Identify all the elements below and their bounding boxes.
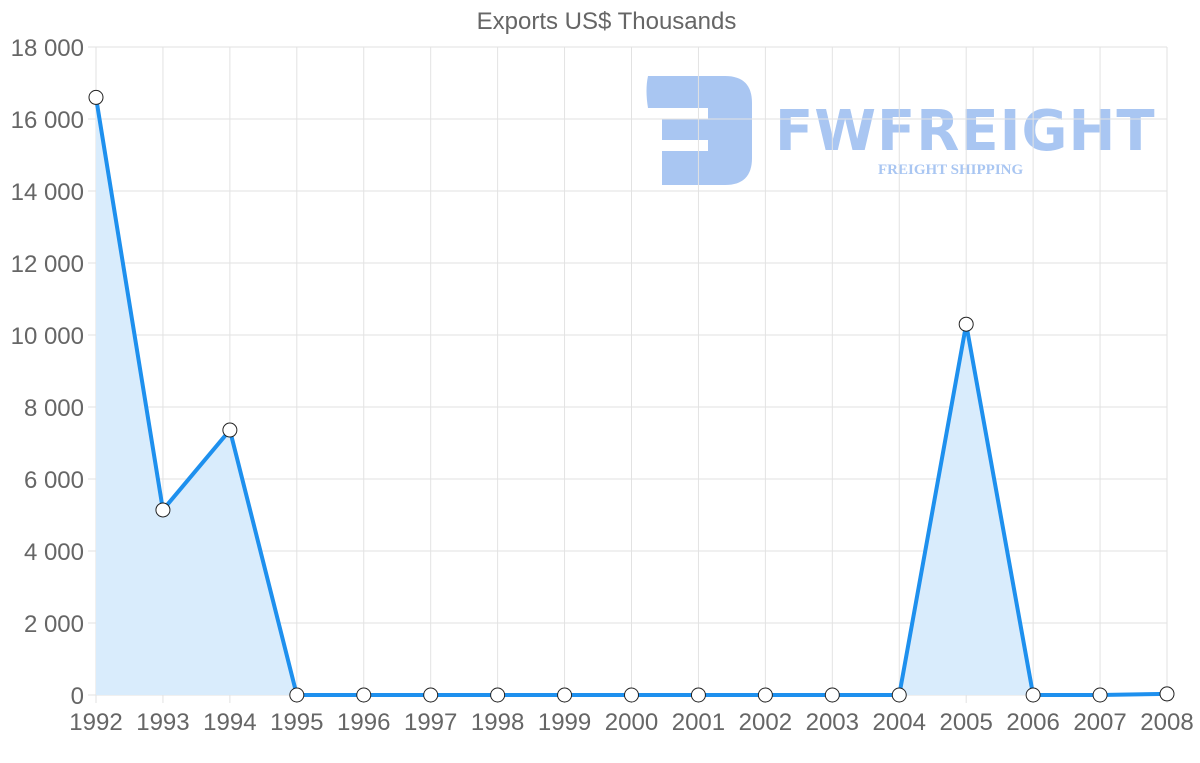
x-tick-label: 1996 (337, 709, 390, 736)
data-point-2005[interactable] (958, 316, 974, 332)
x-tick-label: 2003 (806, 709, 859, 736)
y-tick-label: 8 000 (24, 395, 84, 422)
x-tick-label: 2005 (939, 709, 992, 736)
data-point-1998[interactable] (490, 687, 506, 703)
x-tick-label: 1994 (203, 709, 256, 736)
y-axis: 0 2 000 4 000 6 000 8 000 10 000 12 000 14 000 1… (11, 35, 84, 710)
watermark-tagline: FREIGHT SHIPPING (878, 162, 1023, 178)
x-tick-label: 1998 (471, 709, 524, 736)
data-point-2006[interactable] (1025, 687, 1041, 703)
area-fill (96, 97, 1167, 695)
y-tick-label: 10 000 (11, 323, 84, 350)
x-tick-label: 2000 (605, 709, 658, 736)
y-tick-label: 16 000 (11, 107, 84, 134)
data-point-1995[interactable] (289, 687, 305, 703)
data-point-2007[interactable] (1092, 687, 1108, 703)
y-tick-label: 6 000 (24, 467, 84, 494)
data-point-2002[interactable] (757, 687, 773, 703)
data-point-2008[interactable] (1159, 686, 1175, 702)
y-tick-label: 14 000 (11, 179, 84, 206)
x-axis: 1992 1993 1994 1995 1996 1997 1998 1999 2000 2001… (69, 709, 1193, 736)
y-tick-label: 18 000 (11, 35, 84, 62)
data-point-2000[interactable] (624, 687, 639, 703)
data-point-2004[interactable] (891, 687, 907, 703)
data-point-1993[interactable] (155, 502, 171, 518)
x-tick-label: 2008 (1140, 709, 1193, 736)
x-tick-label: 1993 (136, 709, 189, 736)
chart-title: Exports US$ Thousands (476, 8, 737, 35)
data-point-1996[interactable] (356, 687, 372, 703)
y-tick-label: 4 000 (24, 539, 84, 566)
x-tick-label: 1995 (270, 709, 323, 736)
data-point-1997[interactable] (423, 687, 439, 703)
data-point-1994[interactable] (222, 422, 238, 438)
x-tick-label: 2007 (1073, 709, 1126, 736)
data-point-2001[interactable] (690, 687, 706, 703)
grid-lines (88, 46, 1168, 703)
data-point-1992[interactable] (88, 89, 104, 105)
x-tick-label: 1997 (404, 709, 457, 736)
data-points (88, 89, 1175, 703)
x-tick-label: 2002 (739, 709, 792, 736)
x-tick-label: 2004 (873, 709, 926, 736)
watermark-logo: FWFREIGHT FREIGHT SHIPPING (646, 76, 1156, 185)
x-tick-label: 1999 (538, 709, 591, 736)
y-tick-label: 2 000 (24, 611, 84, 638)
x-tick-label: 2001 (672, 709, 725, 736)
y-tick-label: 12 000 (11, 251, 84, 278)
x-tick-label: 1992 (69, 709, 122, 736)
data-point-1999[interactable] (557, 687, 573, 703)
data-point-2003[interactable] (824, 687, 840, 703)
logo-mark-icon (646, 76, 752, 185)
series-area (96, 97, 1167, 695)
x-tick-label: 2006 (1006, 709, 1059, 736)
watermark-brand: FWFREIGHT (775, 99, 1156, 164)
y-tick-label: 0 (71, 683, 84, 710)
